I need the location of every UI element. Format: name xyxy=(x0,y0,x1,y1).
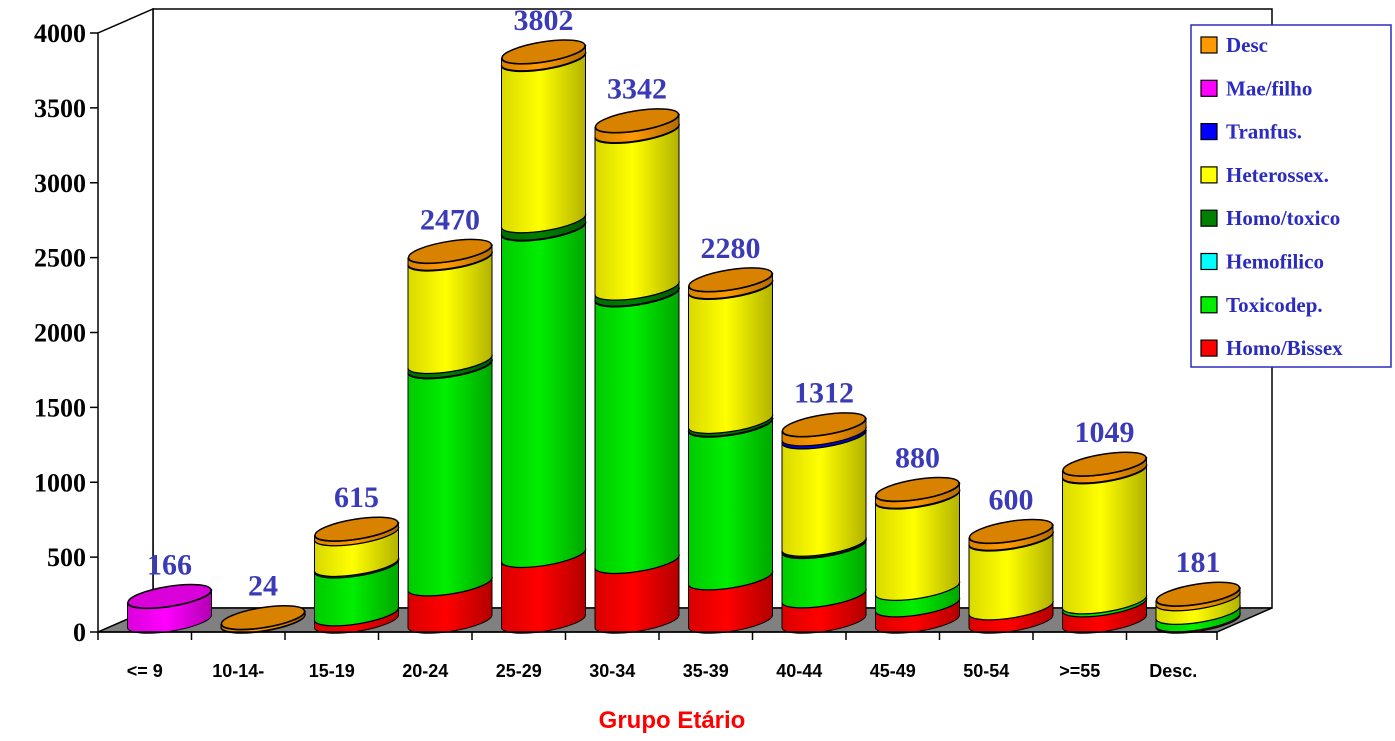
bar-10-14- xyxy=(220,604,306,634)
bar-segment-Homo/Bissex xyxy=(594,554,680,634)
bar-segment-Heterossex. xyxy=(875,489,961,601)
bar-top-cap xyxy=(1155,581,1241,607)
bar-top-cap xyxy=(875,476,960,503)
legend-box xyxy=(1190,24,1392,368)
bar-segment-Heterossex. xyxy=(688,280,774,434)
legend-swatch-Desc xyxy=(1200,36,1218,54)
total-label: 3802 xyxy=(514,4,574,37)
bar-40-44 xyxy=(781,412,867,634)
legend-label-Desc: Desc xyxy=(1226,33,1268,57)
y-tick-label: 1000 xyxy=(34,468,86,497)
x-tick-label: 45-49 xyxy=(870,661,916,681)
legend-label-Hemofilico: Hemofilico xyxy=(1226,250,1324,274)
bar-segment-Toxicodep. xyxy=(688,417,774,591)
x-tick-label: 15-19 xyxy=(309,661,355,681)
x-tick-label: 40-44 xyxy=(776,661,822,681)
y-axis: 0 500 1000 1500 2000 2500 3000 3500 4000 xyxy=(34,19,98,647)
bar-top-cap xyxy=(781,412,867,438)
legend-swatch-Tranfus. xyxy=(1200,122,1218,141)
y-tick-label: 2000 xyxy=(34,319,86,348)
y-tick-label: 4000 xyxy=(34,19,86,48)
y-tick-label: 3000 xyxy=(34,169,86,198)
bar-segment-Heterossex. xyxy=(968,531,1054,621)
total-label: 600 xyxy=(989,483,1034,516)
total-label: 1049 xyxy=(1075,416,1135,449)
bar-top-cap xyxy=(220,604,306,631)
bar-segment-Heterossex. xyxy=(1062,464,1148,615)
bar-group xyxy=(126,39,1241,634)
y-tick-label: 3500 xyxy=(34,94,86,123)
bar-top-cap xyxy=(407,238,493,264)
x-tick-label: <= 9 xyxy=(127,661,163,681)
bar-top-cap xyxy=(968,518,1054,544)
x-tick-label: Desc. xyxy=(1149,661,1197,681)
bar-top-cap xyxy=(501,39,586,65)
x-tick-label: 50-54 xyxy=(963,661,1009,681)
bar-45-49 xyxy=(874,476,961,634)
x-axis-title: Grupo Etário xyxy=(599,707,746,734)
y-tick-label: 2500 xyxy=(34,244,86,273)
legend-swatch-Toxicodep. xyxy=(1200,296,1218,314)
bar-segment-Toxicodep. xyxy=(594,287,680,574)
bar-15-19 xyxy=(313,516,400,634)
side-wall xyxy=(97,7,154,634)
bar-segment-Heterossex. xyxy=(594,123,680,301)
y-tick-label: 500 xyxy=(47,543,86,572)
total-label: 880 xyxy=(895,441,940,474)
legend-label-Tranfus.: Tranfus. xyxy=(1226,120,1302,144)
bar-top-cap xyxy=(127,583,212,609)
total-label: 2470 xyxy=(420,203,480,236)
total-label: 3342 xyxy=(607,73,667,106)
legend-swatch-Hemofilico xyxy=(1200,252,1218,271)
total-label: 2280 xyxy=(701,232,761,265)
legend-swatch-Homo/Bissex xyxy=(1200,339,1218,357)
x-tick-label: >=55 xyxy=(1059,661,1100,681)
legend-label-Homo/Bissex: Homo/Bissex xyxy=(1226,336,1343,360)
bar-segment-Toxicodep. xyxy=(501,221,587,568)
total-label: 1312 xyxy=(794,377,854,410)
x-tick-label: 10-14- xyxy=(212,661,264,681)
x-tick-label: 25-29 xyxy=(496,661,542,681)
legend-swatch-Heterossex. xyxy=(1200,166,1218,184)
legend-label-Mae/filho: Mae/filho xyxy=(1226,76,1312,100)
y-tick-label: 1500 xyxy=(34,393,86,422)
bar-30-34 xyxy=(594,108,680,634)
bar-Desc. xyxy=(1155,581,1241,634)
total-labels: 166 24 615 2470 3802 3342 2280 1312 880 600 1049 18… xyxy=(147,4,1221,603)
bar-25-29 xyxy=(500,39,587,634)
x-tick-label: 35-39 xyxy=(683,661,729,681)
total-label: 181 xyxy=(1176,546,1221,579)
x-tick-label: 20-24 xyxy=(402,661,448,681)
legend: Desc Mae/filho Tranfus. Heterossex. Homo/tox… xyxy=(1190,24,1392,368)
bar-segment-Toxicodep. xyxy=(407,359,493,597)
bar-segment-Heterossex. xyxy=(407,251,493,374)
bar-top-cap xyxy=(1062,451,1147,477)
bar-segment-Heterossex. xyxy=(501,52,587,234)
bar-20-24 xyxy=(407,238,493,634)
total-label: 166 xyxy=(147,548,192,581)
bar-top-cap xyxy=(688,267,773,293)
bar-top-cap xyxy=(314,516,399,542)
total-label: 615 xyxy=(334,481,379,514)
legend-label-Homo/toxico: Homo/toxico xyxy=(1226,206,1340,230)
x-tick-label: 30-34 xyxy=(589,661,635,681)
bar-50-54 xyxy=(968,518,1054,634)
legend-label-Heterossex.: Heterossex. xyxy=(1226,163,1329,187)
total-label: 24 xyxy=(248,570,278,603)
bar-segment-Homo/Bissex xyxy=(501,548,587,634)
bar->=55 xyxy=(1061,451,1148,634)
legend-swatch-Homo/toxico xyxy=(1200,209,1218,227)
legend-swatch-Mae/filho xyxy=(1200,79,1218,97)
y-tick-label: 0 xyxy=(73,618,86,647)
bar-<= 9 xyxy=(126,583,213,634)
x-axis: <= 9 10-14- 15-19 20-24 25-29 30-34 35-39 40-44… xyxy=(97,631,1218,681)
bar-top-cap xyxy=(594,108,680,134)
bar-segment-Heterossex. xyxy=(781,429,867,557)
legend-label-Toxicodep.: Toxicodep. xyxy=(1226,293,1323,317)
bar-35-39 xyxy=(687,267,774,634)
